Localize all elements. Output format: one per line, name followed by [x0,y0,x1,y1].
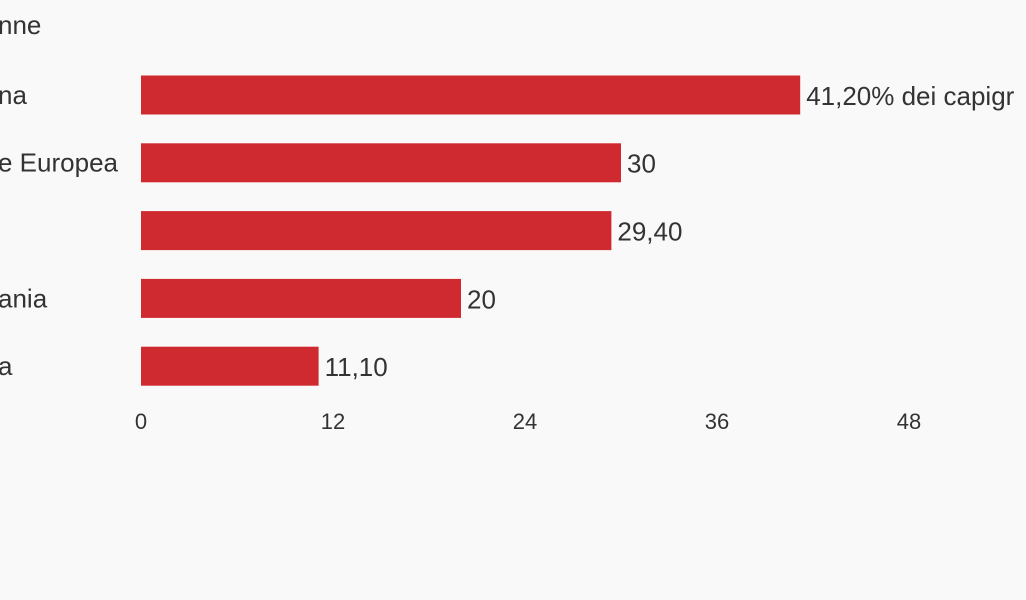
y-tick-label: e Europea [0,148,119,178]
bar [141,278,461,318]
data-label: 30 [627,149,656,179]
data-label: 29,40 [617,216,682,246]
x-tick-label: 0 [135,409,147,434]
x-tick-label: 36 [705,409,729,434]
data-label: 20 [467,284,496,314]
x-tick-label: 48 [897,409,921,434]
bar [141,143,621,183]
data-label: 11,10 [325,352,388,382]
y-tick-label: na [0,80,27,110]
bar [141,211,612,251]
x-tick-label: 12 [321,409,345,434]
bar [141,75,801,115]
x-tick-label: 24 [513,409,537,434]
data-label: 41,20% dei capigr [806,81,1014,111]
y-tick-label: ania [0,283,48,313]
y-tick-label: a [0,351,13,381]
bar [141,346,319,386]
chart-title: nne [0,10,41,40]
